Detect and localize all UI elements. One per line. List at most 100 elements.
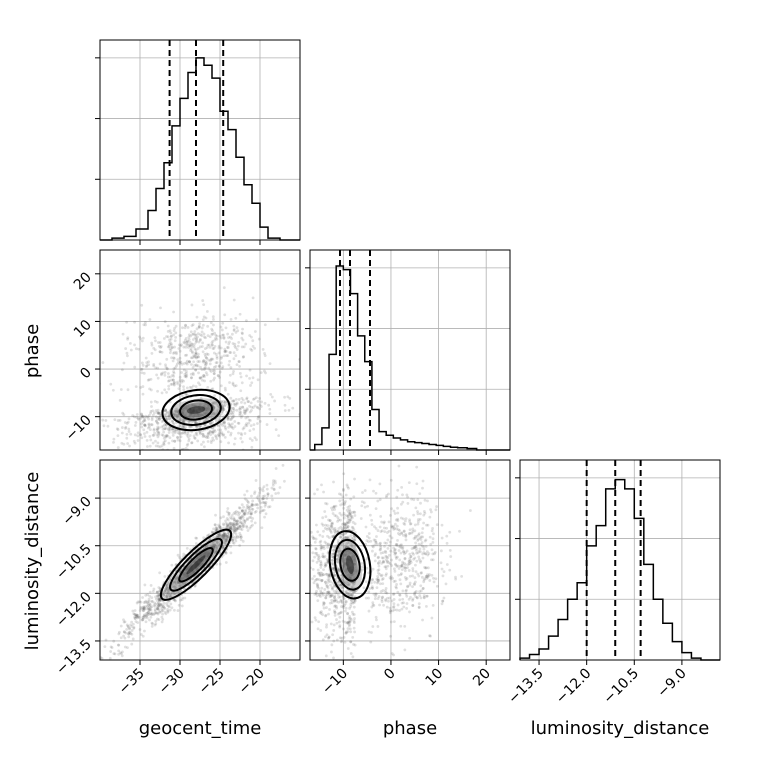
scatter-point [291,406,295,410]
scatter-point [379,582,382,586]
scatter-point [194,542,198,545]
scatter-point [239,538,243,542]
scatter-point [241,398,245,402]
scatter-point [361,491,364,494]
scatter-point [345,621,349,625]
scatter-point [167,455,170,458]
scatter-point [261,497,265,501]
scatter-point [429,542,433,546]
scatter-point [229,524,233,527]
scatter-point [163,593,167,597]
scatter-point [324,594,328,598]
panel-frame [99,459,301,661]
scatter-point [222,541,226,544]
scatter-point [233,425,237,428]
scatter-point [311,559,315,563]
scatter-point [340,639,344,643]
scatter-point [222,336,226,340]
scatter-point [404,532,408,536]
scatter-point [380,596,384,600]
scatter-point [396,538,399,542]
scatter-point [413,536,417,540]
scatter-point [180,371,183,374]
scatter-point [169,342,173,346]
scatter-point [335,605,338,608]
scatter-point [420,544,424,548]
scatter-point [171,419,175,423]
scatter-point [394,518,398,522]
scatter-point [351,601,355,605]
scatter-point [313,492,316,496]
scatter-point [217,405,221,409]
scatter-point [156,430,160,434]
scatter-point [148,607,152,611]
scatter-point [108,656,112,660]
scatter-point [202,405,206,409]
scatter-point [132,626,136,630]
scatter-point [212,438,216,442]
scatter-point [173,580,177,584]
scatter-point [195,421,198,425]
scatter-point [235,402,239,406]
scatter-point [346,521,350,525]
scatter-point [415,482,419,486]
scatter-point [232,351,236,355]
scatter-point [224,534,227,538]
scatter-point [375,586,379,589]
scatter-point [237,360,241,363]
density-region [177,402,215,418]
scatter-point [141,615,145,619]
scatter-point [444,582,448,586]
scatter-point [227,425,230,429]
scatter-point [190,571,194,575]
scatter-point [133,365,137,369]
scatter-point [211,401,215,405]
scatter-point [220,533,223,537]
scatter-point [326,524,329,527]
scatter-point [172,580,176,584]
scatter-point [188,567,192,571]
scatter-point [250,503,254,507]
scatter-point [428,573,431,576]
scatter-point [141,616,145,619]
scatter-point [348,606,352,610]
scatter-point [335,558,339,561]
scatter-point [212,401,216,405]
scatter-point [339,600,343,603]
scatter-point [342,506,346,510]
scatter-point [90,402,93,405]
scatter-point [319,591,323,595]
scatter-point [232,324,236,328]
scatter-point [194,565,197,569]
scatter-point [185,406,188,410]
scatter-point [227,441,230,445]
scatter-point [331,563,335,567]
scatter-point [393,608,397,612]
scatter-point [325,606,328,609]
scatter-point [192,415,196,419]
scatter-point [327,572,331,576]
scatter-point [385,541,388,545]
scatter-point [430,548,434,552]
scatter-point [224,521,228,525]
scatter-point [177,360,180,364]
scatter-point [332,548,336,552]
scatter-point [158,341,162,344]
scatter-point [220,411,224,415]
scatter-point [187,414,191,418]
scatter-point [301,530,304,533]
scatter-point [262,497,265,500]
scatter-point [231,416,234,420]
scatter-point [216,404,220,407]
scatter-point [206,385,210,389]
scatter-point [191,351,194,355]
scatter-point [179,431,183,435]
scatter-point [174,592,178,595]
scatter-point [206,533,210,537]
scatter-point [165,433,169,437]
scatter-point [142,605,146,609]
scatter-point [236,510,240,514]
scatter-point [186,404,190,408]
scatter-point [168,593,171,597]
scatter-point [205,417,208,421]
